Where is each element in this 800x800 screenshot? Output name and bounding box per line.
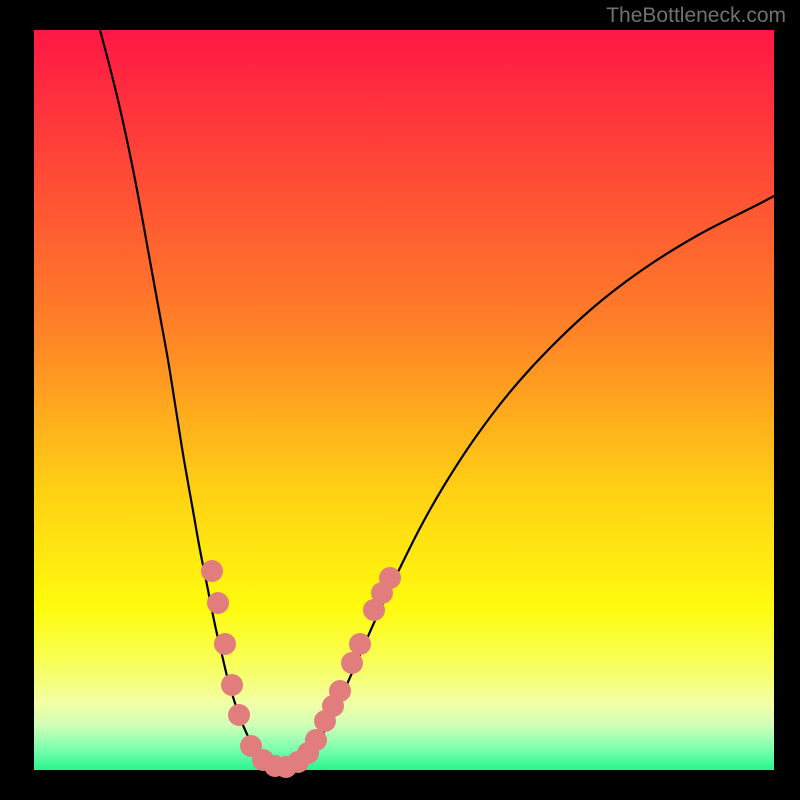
- data-marker: [379, 567, 401, 589]
- watermark-text: TheBottleneck.com: [606, 4, 786, 28]
- data-markers: [201, 560, 401, 778]
- data-marker: [349, 633, 371, 655]
- data-marker: [228, 704, 250, 726]
- data-marker: [341, 652, 363, 674]
- left-curve: [100, 30, 284, 770]
- right-curve: [284, 196, 774, 770]
- data-marker: [201, 560, 223, 582]
- data-marker: [207, 592, 229, 614]
- data-marker: [214, 633, 236, 655]
- data-marker: [221, 674, 243, 696]
- chart-svg-layer: [0, 0, 800, 800]
- data-marker: [305, 729, 327, 751]
- data-marker: [329, 680, 351, 702]
